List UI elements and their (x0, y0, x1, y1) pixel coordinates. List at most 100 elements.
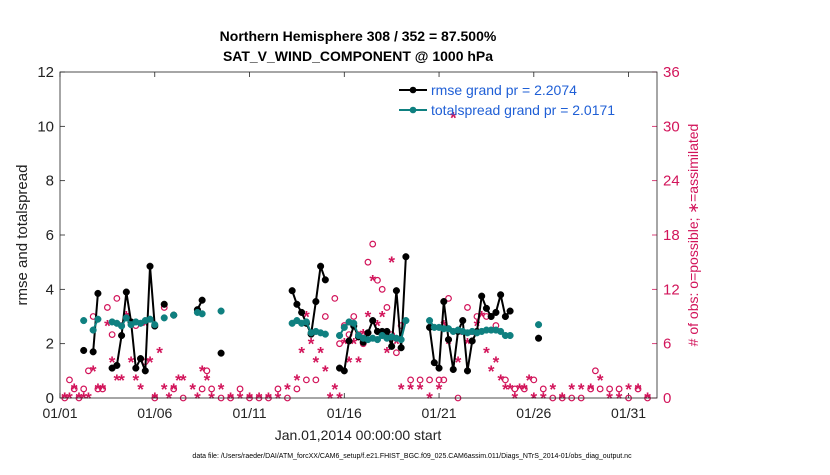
obs-assimilated-point: * (322, 362, 329, 381)
spread-point (122, 314, 130, 322)
y-tick-label-left: 4 (46, 281, 54, 298)
rmse-point (340, 367, 348, 375)
spread-point (402, 317, 410, 325)
obs-assimilated-point: * (199, 362, 206, 381)
rmse-point (444, 336, 453, 344)
spread-point (373, 336, 382, 344)
rmse-point (534, 334, 543, 342)
obs-assimilated-point: * (227, 389, 234, 408)
obs-possible-point (236, 385, 244, 393)
y-tick-label-left: 12 (37, 64, 54, 81)
rmse-point (293, 300, 301, 308)
obs-possible-point (336, 340, 343, 348)
obs-possible-point (464, 304, 471, 311)
obs-assimilated-point: * (166, 389, 173, 408)
obs-assimilated-point: * (540, 389, 547, 408)
rmse-point (89, 348, 97, 356)
obs-assimilated-point: * (104, 317, 111, 336)
obs-assimilated-point: * (365, 308, 372, 327)
rmse-point (397, 344, 405, 352)
plot-frame (59, 71, 658, 399)
footer-datafile: data file: /Users/raeder/DAI/ATM_forcXX/… (192, 453, 632, 460)
rmse-point (392, 287, 400, 295)
obs-assimilated-point: * (194, 389, 201, 408)
rmse-point (468, 337, 476, 345)
obs-possible-point (369, 240, 377, 248)
obs-assimilated-point: * (426, 389, 433, 408)
y-tick-label-right: 18 (663, 227, 680, 244)
rmse-point (122, 288, 130, 296)
spread-point (350, 319, 358, 327)
obs-assimilated-point: * (436, 380, 443, 399)
obs-assimilated-point: * (483, 344, 490, 363)
obs-possible-point (350, 313, 358, 320)
obs-assimilated-point: * (189, 380, 196, 399)
obs-assimilated-point: * (90, 362, 97, 381)
rmse-point (80, 346, 88, 355)
legend-marker-spread (409, 106, 417, 114)
obs-assimilated-point: * (118, 371, 125, 390)
spread-point (497, 327, 505, 335)
plot-area (60, 72, 657, 398)
obs-possible-point (587, 385, 595, 393)
obs-possible-point (501, 376, 509, 384)
spread-point (151, 321, 159, 329)
obs-possible-point (331, 294, 339, 302)
obs-possible-point (80, 385, 88, 393)
obs-possible-point (445, 294, 452, 302)
obs-possible-point (70, 385, 78, 393)
obs-possible-point (293, 385, 301, 393)
obs-assimilated-point: * (578, 380, 585, 399)
rmse-point (118, 331, 126, 340)
rmse-point (435, 364, 443, 372)
spread-point (118, 322, 126, 330)
spread-point (506, 331, 514, 340)
obs-assimilated-point: * (606, 389, 613, 408)
obs-possible-point (198, 385, 206, 393)
obs-assimilated-point: * (132, 371, 139, 390)
obs-assimilated-point: * (355, 353, 362, 372)
obs-possible-point (302, 376, 310, 384)
y-axis-label-left: rmse and totalspread (14, 165, 31, 306)
obs-assimilated-point: * (497, 371, 504, 390)
obs-possible-point (606, 385, 614, 393)
rmse-point (312, 298, 320, 306)
obs-assimilated-point: * (204, 371, 211, 390)
obs-possible-point (634, 385, 642, 393)
rmse-point (449, 365, 457, 374)
obs-assimilated-point: * (142, 317, 149, 336)
spread-point (217, 307, 225, 315)
obs-assimilated-point: * (521, 380, 528, 399)
y-tick-label-left: 2 (46, 336, 54, 353)
obs-assimilated-point: * (313, 353, 320, 372)
spread-point (397, 336, 405, 344)
obs-assimilated-point: * (350, 335, 357, 354)
rmse-point (298, 308, 306, 316)
obs-assimilated-point: * (294, 371, 301, 390)
obs-assimilated-point: * (530, 389, 537, 408)
rmse-point (146, 262, 154, 270)
obs-possible-point (312, 376, 320, 384)
obs-assimilated-point: * (502, 380, 509, 399)
obs-assimilated-point: * (114, 371, 121, 390)
obs-assimilated-point: * (478, 308, 485, 327)
obs-possible-point (203, 367, 211, 375)
spread-point (534, 321, 543, 329)
obs-assimilated-point: * (331, 380, 338, 399)
obs-possible-point (66, 376, 73, 384)
legend-label-spread: totalspread grand pr = 2.0171 (431, 102, 615, 118)
obs-assimilated-point: * (336, 389, 343, 408)
obs-possible-point (103, 304, 111, 311)
obs-assimilated-point: * (393, 335, 400, 354)
rmse-point (369, 317, 377, 325)
rmse-point (345, 337, 353, 345)
obs-possible-point (426, 376, 433, 384)
obs-possible-point (615, 385, 623, 393)
chart-title-line1: Northern Hemisphere 308 / 352 = 87.500% (220, 28, 497, 44)
obs-possible-point (383, 304, 391, 311)
obs-assimilated-point: * (170, 380, 177, 399)
obs-possible-point (511, 385, 519, 393)
obs-assimilated-point: * (109, 353, 116, 372)
obs-assimilated-point: * (303, 308, 310, 327)
